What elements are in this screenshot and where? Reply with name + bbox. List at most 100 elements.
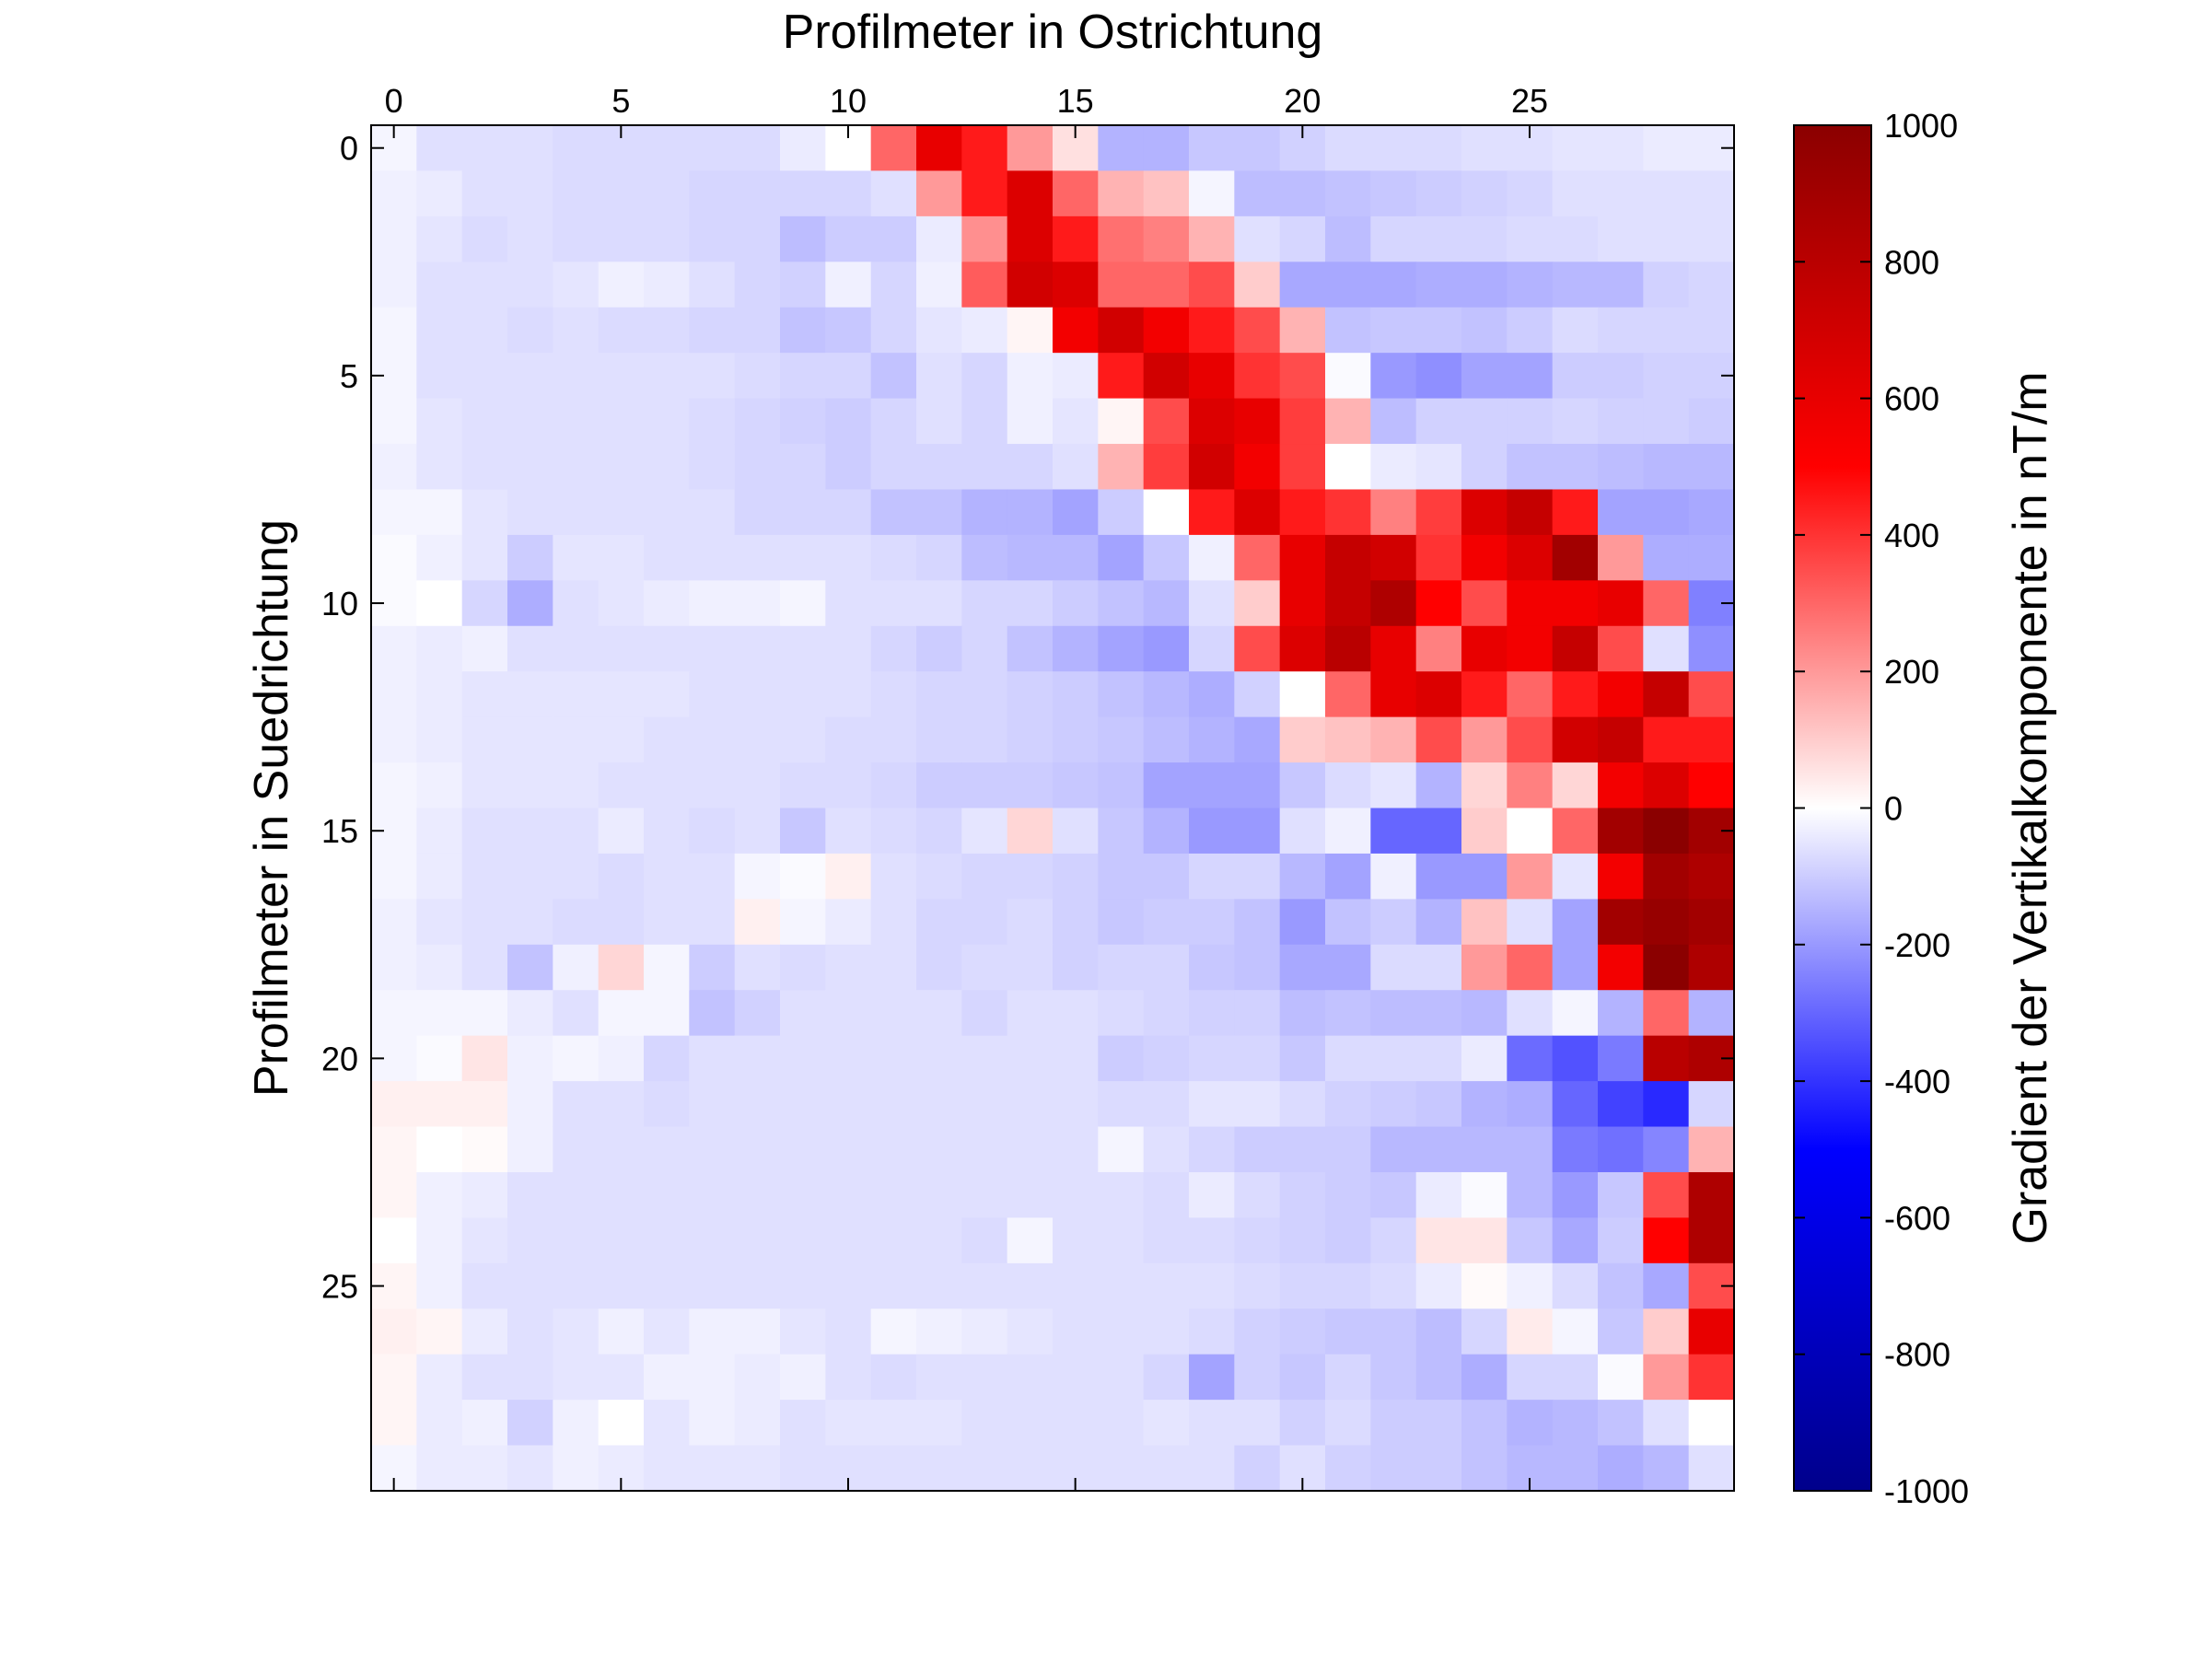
heatmap-cell-r29-c7 [689, 1445, 736, 1492]
heatmap-cell-r26-c4 [553, 1308, 600, 1355]
heatmap-cell-r17-c21 [1325, 899, 1371, 946]
heatmap-cell-r6-c12 [916, 398, 962, 445]
heatmap-cell-r28-c11 [870, 1400, 917, 1447]
heatmap-cell-r7-c20 [1279, 444, 1326, 491]
heatmap-cell-r5-c4 [553, 353, 600, 400]
heatmap-cell-r27-c24 [1461, 1354, 1508, 1401]
heatmap-cell-r25-c27 [1598, 1262, 1644, 1309]
heatmap-cell-r4-c8 [734, 307, 781, 354]
y-tick-label: 5 [340, 357, 358, 395]
heatmap-cell-r8-c0 [371, 489, 417, 536]
heatmap-cell-r18-c8 [734, 944, 781, 991]
heatmap-cell-r10-c18 [1189, 580, 1235, 627]
heatmap-cell-r28-c6 [644, 1400, 690, 1447]
heatmap-cell-r11-c12 [916, 625, 962, 672]
heatmap-cell-r13-c20 [1279, 716, 1326, 763]
heatmap-cell-r28-c1 [416, 1400, 463, 1447]
heatmap-cell-r16-c4 [553, 853, 600, 900]
heatmap-cell-r18-c29 [1688, 944, 1735, 991]
heatmap-cell-r4-c2 [461, 307, 508, 354]
heatmap-cell-r15-c14 [1007, 808, 1054, 855]
heatmap-cell-r2-c29 [1688, 215, 1735, 262]
heatmap-cell-r6-c7 [689, 398, 736, 445]
heatmap-cell-r11-c2 [461, 625, 508, 672]
heatmap-cell-r18-c4 [553, 944, 600, 991]
heatmap-cell-r26-c17 [1143, 1308, 1190, 1355]
heatmap-cell-r5-c26 [1552, 353, 1599, 400]
heatmap-cell-r20-c19 [1234, 1035, 1281, 1082]
y-tick-label: 25 [321, 1268, 358, 1306]
heatmap-cell-r3-c15 [1053, 262, 1099, 308]
heatmap-cell-r1-c6 [644, 170, 690, 217]
heatmap-cell-r26-c20 [1279, 1308, 1326, 1355]
heatmap-cell-r18-c9 [780, 944, 826, 991]
heatmap-cell-r2-c11 [870, 215, 917, 262]
heatmap-cell-r18-c21 [1325, 944, 1371, 991]
heatmap-cell-r9-c21 [1325, 534, 1371, 581]
heatmap-cell-r26-c1 [416, 1308, 463, 1355]
heatmap-cell-r17-c7 [689, 899, 736, 946]
heatmap-cell-r13-c16 [1098, 716, 1145, 763]
heatmap-cell-r20-c16 [1098, 1035, 1145, 1082]
heatmap-cell-r13-c21 [1325, 716, 1371, 763]
heatmap-cell-r25-c12 [916, 1262, 962, 1309]
heatmap-cell-r20-c12 [916, 1035, 962, 1082]
heatmap-cell-r4-c13 [961, 307, 1008, 354]
heatmap-cell-r15-c22 [1370, 808, 1417, 855]
heatmap-cell-r23-c15 [1053, 1171, 1099, 1218]
heatmap-cell-r2-c18 [1189, 215, 1235, 262]
heatmap-cell-r16-c29 [1688, 853, 1735, 900]
heatmap-cell-r28-c2 [461, 1400, 508, 1447]
heatmap-cell-r25-c15 [1053, 1262, 1099, 1309]
heatmap-cell-r18-c16 [1098, 944, 1145, 991]
heatmap-cell-r10-c13 [961, 580, 1008, 627]
heatmap-cell-r26-c22 [1370, 1308, 1417, 1355]
heatmap-cell-r26-c12 [916, 1308, 962, 1355]
heatmap-cell-r15-c8 [734, 808, 781, 855]
heatmap-cell-r0-c2 [461, 125, 508, 172]
heatmap-cell-r22-c18 [1189, 1126, 1235, 1173]
heatmap-cell-r23-c27 [1598, 1171, 1644, 1218]
heatmap-cell-r26-c3 [507, 1308, 553, 1355]
heatmap-cell-r10-c15 [1053, 580, 1099, 627]
heatmap-cell-r2-c7 [689, 215, 736, 262]
heatmap-cell-r21-c13 [961, 1081, 1008, 1128]
heatmap-cell-r10-c6 [644, 580, 690, 627]
heatmap-cell-r1-c4 [553, 170, 600, 217]
heatmap-cell-r20-c2 [461, 1035, 508, 1082]
heatmap-cell-r23-c28 [1643, 1171, 1690, 1218]
heatmap-cell-r0-c12 [916, 125, 962, 172]
heatmap-cell-r0-c6 [644, 125, 690, 172]
heatmap-cell-r14-c24 [1461, 762, 1508, 809]
heatmap-cell-r24-c18 [1189, 1217, 1235, 1264]
heatmap-cell-r14-c7 [689, 762, 736, 809]
heatmap-cell-r21-c1 [416, 1081, 463, 1128]
heatmap-cell-r23-c24 [1461, 1171, 1508, 1218]
heatmap-cell-r6-c25 [1507, 398, 1554, 445]
heatmap-cell-r11-c8 [734, 625, 781, 672]
heatmap-cell-r16-c21 [1325, 853, 1371, 900]
heatmap-cell-r19-c8 [734, 990, 781, 1037]
heatmap-cell-r10-c16 [1098, 580, 1145, 627]
heatmap-cell-r17-c8 [734, 899, 781, 946]
heatmap-cell-r17-c17 [1143, 899, 1190, 946]
heatmap-cell-r13-c6 [644, 716, 690, 763]
heatmap-cell-r1-c3 [507, 170, 553, 217]
heatmap-cell-r21-c0 [371, 1081, 417, 1128]
heatmap-cell-r20-c13 [961, 1035, 1008, 1082]
heatmap-cell-r23-c2 [461, 1171, 508, 1218]
heatmap-cell-r28-c13 [961, 1400, 1008, 1447]
heatmap-cell-r13-c8 [734, 716, 781, 763]
heatmap-cell-r3-c11 [870, 262, 917, 308]
heatmap-cell-r29-c2 [461, 1445, 508, 1492]
heatmap-cell-r22-c14 [1007, 1126, 1054, 1173]
heatmap-cell-r18-c3 [507, 944, 553, 991]
heatmap-cell-r4-c21 [1325, 307, 1371, 354]
heatmap-cell-r14-c14 [1007, 762, 1054, 809]
heatmap-cell-r17-c13 [961, 899, 1008, 946]
heatmap-cell-r12-c17 [1143, 671, 1190, 718]
heatmap-cell-r12-c21 [1325, 671, 1371, 718]
heatmap-cell-r6-c20 [1279, 398, 1326, 445]
heatmap-cell-r15-c19 [1234, 808, 1281, 855]
heatmap-cell-r0-c23 [1415, 125, 1462, 172]
